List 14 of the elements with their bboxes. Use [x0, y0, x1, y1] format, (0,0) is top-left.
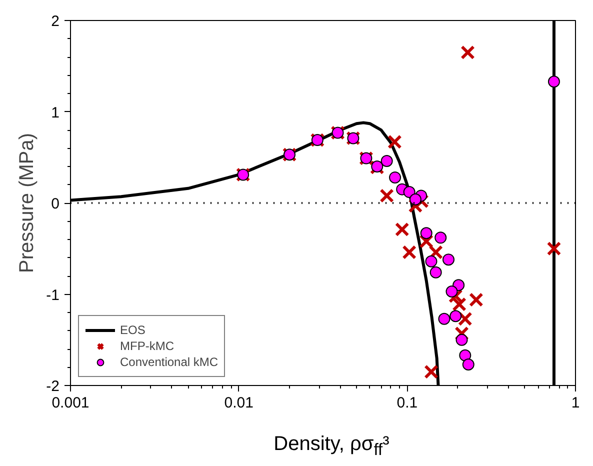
legend-label: MFP-kMC: [120, 338, 174, 354]
y-tick-label: -1: [46, 286, 60, 304]
y-tick-label: -2: [46, 378, 60, 395]
y-tick-label: 2: [51, 13, 60, 30]
x-tick-label: 0.001: [52, 394, 90, 412]
y-tick-label: 0: [51, 196, 60, 212]
x-axis-title: Density, ρσ$_{ff}$³: [274, 432, 390, 461]
y-axis-title: Pressure (MPa): [16, 132, 38, 274]
x-tick-label: 0.01: [224, 394, 254, 412]
x-tick-label: 0.1: [396, 394, 418, 412]
x-tick-label: 1: [571, 394, 580, 412]
y-tick-label: 1: [51, 104, 60, 122]
legend-label: Conventional kMC: [120, 354, 218, 370]
legend-label: EOS: [120, 322, 146, 338]
